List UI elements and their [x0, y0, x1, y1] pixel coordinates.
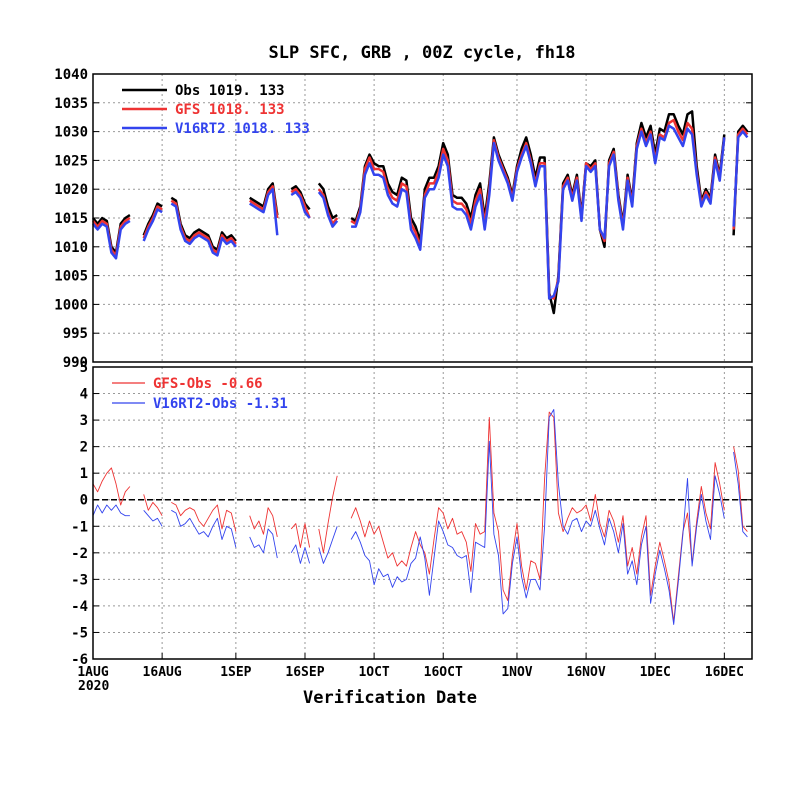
series-line-v16rt2 [290, 190, 311, 219]
y-tick-label: 0 [80, 493, 88, 509]
series-line-v16rt2 [351, 124, 726, 300]
series-line-v16rt2-obs [733, 451, 748, 538]
legend-label: GFS-Obs -0.66 [153, 376, 263, 392]
series-line-obs [350, 110, 726, 315]
series-line-gfs-obs [249, 507, 278, 537]
y-tick-label: 1040 [54, 67, 88, 83]
x-axis: 1AUG 16AUG 1SEP 16SEP 1OCT 16OCT 1NOV 16NOV 1DEC… [77, 653, 744, 708]
series-line-v16rt2 [317, 191, 339, 228]
series-line-v16rt2 [249, 187, 279, 236]
series-line-gfs-obs [143, 494, 163, 516]
series-line-gfs [350, 118, 726, 300]
y-tick-label: -6 [71, 652, 88, 668]
series-line-v16rt2-obs [143, 510, 163, 527]
series-line-gfs-obs [171, 502, 237, 532]
series-line-gfs-obs [733, 446, 748, 532]
series-line-obs [290, 185, 311, 211]
series-line-v16rt2 [170, 202, 237, 257]
series-line-gfs [290, 187, 311, 219]
series-line-v16rt2-obs [171, 509, 237, 548]
legend-label: GFS 1018. 133 [175, 102, 285, 118]
series-line-v16rt2 [732, 130, 749, 227]
series-line-gfs-obs [290, 523, 311, 548]
series-line-v16rt2-obs [350, 409, 725, 625]
y-tick-label: 2 [80, 440, 88, 456]
y-tick-label: 4 [80, 387, 88, 403]
x-axis-label: Verification Date [303, 688, 477, 708]
y-tick-label: -2 [71, 546, 88, 562]
panel-frame [92, 73, 753, 363]
series-line-obs [317, 182, 338, 220]
series-line-v16rt2-obs [92, 504, 130, 517]
y-tick-label: 995 [63, 326, 88, 342]
x-tick-label: 1DEC [640, 665, 671, 680]
top-panel-slp: 990 995 1000 1005 1010 1015 1020 1025 1030 1035 10… [54, 67, 753, 371]
x-tick-label: 1SEP [220, 665, 251, 680]
x-tick-label: 1NOV [501, 665, 532, 680]
series-line-v16rt2-obs [290, 544, 311, 564]
series-line-v16rt2 [142, 208, 163, 242]
y-tick-label: 1 [80, 466, 88, 482]
legend-label: V16RT2-Obs -1.31 [153, 396, 288, 412]
x-tick-label: 16OCT [424, 665, 463, 680]
x-tick-label: 16NOV [567, 665, 606, 680]
y-tick-label: -5 [71, 625, 88, 641]
legend-label: V16RT2 1018. 133 [175, 121, 310, 137]
series-line-v16rt2 [92, 219, 131, 260]
series-line-gfs-obs [318, 475, 338, 554]
x-tick-label: 16SEP [285, 665, 324, 680]
y-tick-label: 1020 [54, 182, 88, 198]
legend-label: Obs 1019. 133 [175, 83, 285, 99]
x-tick-label: 1AUG [77, 665, 108, 680]
y-tick-label: -3 [71, 572, 88, 588]
series-line-v16rt2-obs [318, 526, 338, 564]
series-line-gfs-obs [92, 467, 131, 506]
y-tick-label: 1025 [54, 153, 88, 169]
y-tick-label: 1010 [54, 240, 88, 256]
panel-frame [92, 366, 753, 660]
y-tick-label: 1005 [54, 269, 88, 285]
y-tick-label: 990 [63, 355, 88, 371]
y-tick-label: 5 [80, 360, 88, 376]
x-tick-label: 16DEC [705, 665, 744, 680]
chart-title: SLP SFC, GRB , 00Z cycle, fh18 [268, 43, 575, 63]
y-tick-label: -4 [71, 599, 88, 615]
y-tick-label: 1000 [54, 297, 88, 313]
x-tick-label: 16AUG [143, 665, 182, 680]
y-tick-label: 1035 [54, 96, 88, 112]
y-tick-label: 1030 [54, 125, 88, 141]
y-tick-label: -1 [71, 519, 88, 535]
series-line-v16rt2-obs [249, 528, 278, 559]
y-tick-label: 1015 [54, 211, 88, 227]
bottom-panel-difference: -6 -5 -4 -3 -2 -1 0 1 2 3 4 5 GFS-Obs -0.66 V16RT2-Ob… [71, 360, 753, 668]
x-tick-label: 1OCT [358, 665, 389, 680]
series-line-gfs-obs [350, 411, 725, 623]
x-year-label: 2020 [78, 679, 109, 694]
y-tick-label: 3 [80, 413, 88, 429]
